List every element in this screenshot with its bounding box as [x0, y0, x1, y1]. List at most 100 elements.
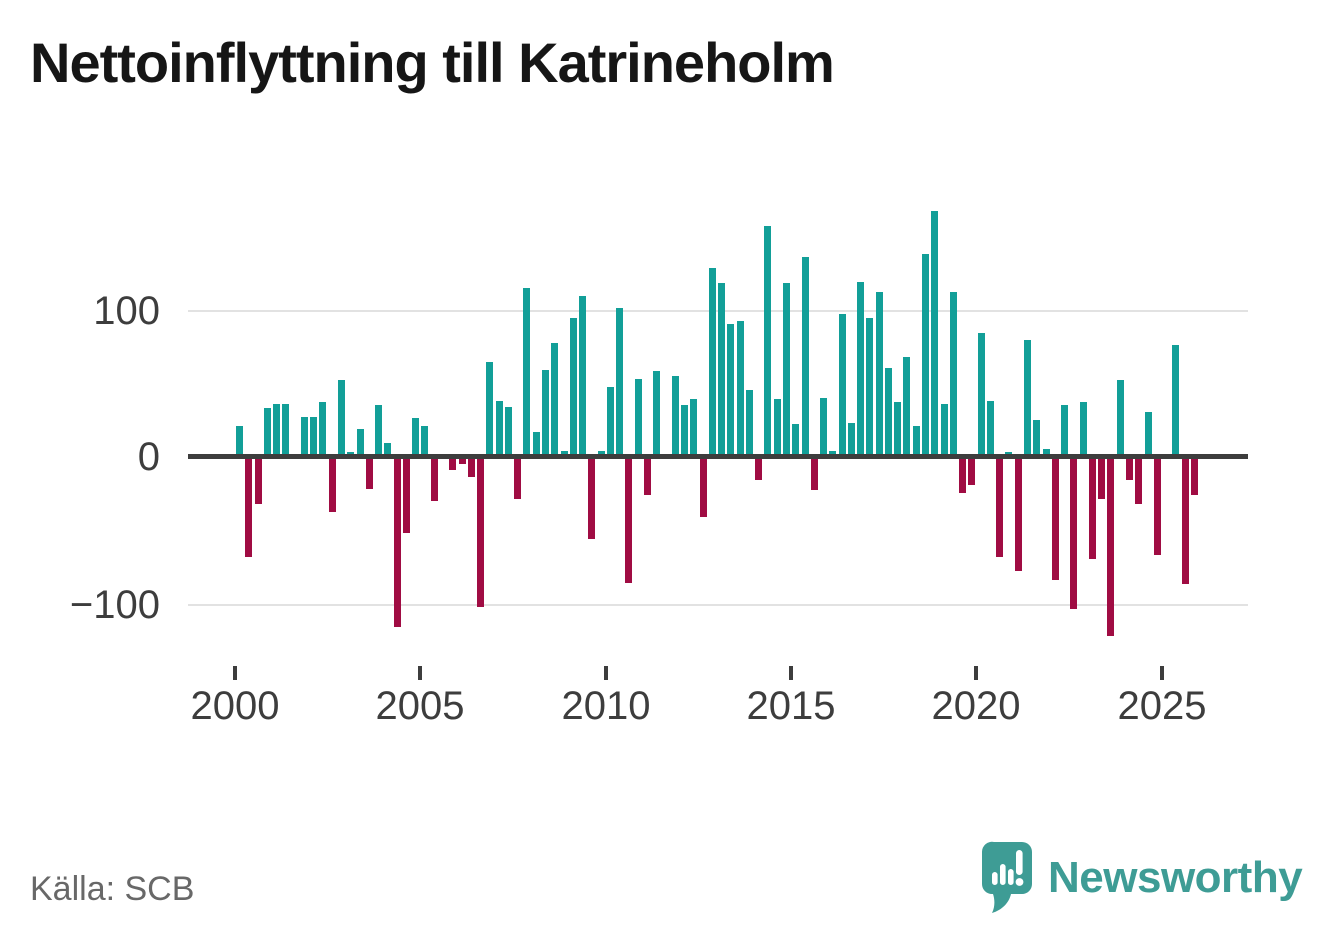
- y-axis-label-minus100: −100: [69, 583, 160, 627]
- x-axis-label-2015: 2015: [746, 684, 836, 728]
- bar-2018-q2: [912, 425, 920, 458]
- bar-2015-q1: [792, 424, 800, 458]
- bar-2023-q1: [1088, 458, 1096, 560]
- bar-2005-q2: [430, 458, 438, 501]
- bar-2009-q1: [569, 318, 577, 459]
- bar-2019-q4: [968, 458, 976, 485]
- bar-2012-q3: [699, 458, 707, 517]
- x-axis-tick-2005: [418, 666, 422, 680]
- x-axis-label-2020: 2020: [931, 684, 1021, 728]
- x-axis-tick-2010: [604, 666, 608, 680]
- bar-2020-q2: [986, 400, 994, 458]
- bar-2022-q1: [1051, 458, 1059, 580]
- newsworthy-logo: Newsworthy: [980, 840, 1303, 916]
- y-axis-label-100: 100: [93, 289, 160, 333]
- bar-2014-q4: [782, 283, 790, 458]
- bar-2018-q1: [903, 356, 911, 458]
- bar-2010-q3: [625, 458, 633, 583]
- bar-2011-q2: [653, 371, 661, 458]
- bar-2024-q3: [1144, 412, 1152, 458]
- x-axis-label-2010: 2010: [561, 684, 651, 728]
- bar-2000-q1: [236, 425, 243, 458]
- bar-2013-q3: [736, 321, 744, 458]
- bar-2013-q4: [745, 390, 753, 458]
- x-axis-tick-2020: [974, 666, 978, 680]
- bar-2024-q1: [1125, 458, 1133, 481]
- bar-2006-q3: [477, 458, 484, 607]
- y-axis-label-0: 0: [137, 435, 160, 479]
- bar-2004-q4: [412, 418, 420, 458]
- bar-2022-q2: [1061, 405, 1068, 458]
- x-axis-label-2000: 2000: [190, 684, 280, 728]
- chart-title: Nettoinflyttning till Katrineholm: [30, 31, 835, 94]
- bar-2002-q1: [310, 416, 318, 458]
- gridline-minus100: [188, 604, 1248, 606]
- bar-2006-q2: [467, 458, 475, 478]
- bar-2008-q2: [541, 369, 549, 458]
- bar-2017-q1: [866, 318, 874, 459]
- bar-2007-q4: [523, 287, 531, 458]
- x-axis-label-2025: 2025: [1117, 684, 1207, 728]
- bar-2015-q2: [801, 256, 809, 458]
- newsworthy-wordmark: Newsworthy: [1048, 853, 1303, 902]
- bar-2016-q2: [838, 313, 846, 458]
- bar-2021-q1: [1014, 458, 1022, 572]
- bar-2019-q1: [940, 403, 948, 458]
- bar-2014-q3: [773, 399, 781, 458]
- x-axis-tick-2000: [233, 666, 237, 680]
- bar-2025-q3: [1181, 458, 1189, 585]
- bar-2001-q4: [300, 416, 308, 458]
- bar-2021-q4: [1042, 449, 1050, 458]
- bar-2007-q3: [514, 458, 522, 500]
- bar-2021-q3: [1033, 419, 1041, 458]
- bar-2008-q1: [532, 431, 540, 458]
- bar-2004-q3: [402, 458, 410, 533]
- bar-2018-q3: [922, 253, 929, 458]
- bar-2002-q3: [328, 458, 336, 513]
- bar-2012-q4: [708, 268, 716, 458]
- bar-2007-q2: [504, 406, 512, 458]
- zero-line: [188, 454, 1248, 459]
- bar-2001-q2: [282, 403, 290, 458]
- bar-2009-q2: [579, 296, 586, 458]
- bar-2024-q2: [1135, 458, 1143, 504]
- bar-2025-q4: [1190, 458, 1198, 495]
- bar-2024-q4: [1153, 458, 1161, 555]
- bar-2011-q4: [671, 375, 679, 458]
- bar-2006-q4: [486, 362, 494, 458]
- bar-2025-q2: [1172, 344, 1180, 458]
- x-axis-tick-2025: [1160, 666, 1164, 680]
- bar-2020-q3: [996, 458, 1004, 557]
- bar-2005-q4: [449, 458, 457, 470]
- bar-2004-q2: [393, 458, 401, 627]
- bar-2000-q2: [245, 458, 253, 557]
- bar-2000-q3: [254, 458, 262, 504]
- bar-2017-q2: [875, 291, 883, 458]
- bar-2021-q2: [1023, 340, 1031, 458]
- bar-2003-q3: [365, 458, 373, 489]
- bar-2017-q3: [884, 368, 892, 458]
- bar-2006-q1: [458, 458, 466, 464]
- bar-2014-q1: [755, 458, 763, 481]
- bar-2010-q1: [606, 387, 614, 458]
- bar-2002-q4: [338, 380, 345, 458]
- source-note: Källa: SCB: [30, 870, 195, 908]
- bar-2023-q3: [1107, 458, 1115, 636]
- bar-2003-q2: [356, 428, 364, 458]
- bar-2011-q1: [643, 458, 651, 495]
- bar-2015-q4: [820, 397, 827, 458]
- bar-2005-q1: [421, 425, 429, 458]
- bar-2010-q2: [616, 308, 624, 458]
- bar-2012-q1: [681, 405, 688, 458]
- x-axis-label-2005: 2005: [375, 684, 465, 728]
- bar-2012-q2: [690, 399, 698, 458]
- bar-2023-q2: [1098, 458, 1106, 500]
- bar-2023-q4: [1116, 380, 1124, 458]
- bar-2007-q1: [495, 400, 503, 458]
- bar-2019-q3: [959, 458, 967, 494]
- bar-2015-q3: [810, 458, 818, 491]
- newsworthy-icon: [981, 841, 1032, 913]
- bar-2009-q3: [588, 458, 596, 539]
